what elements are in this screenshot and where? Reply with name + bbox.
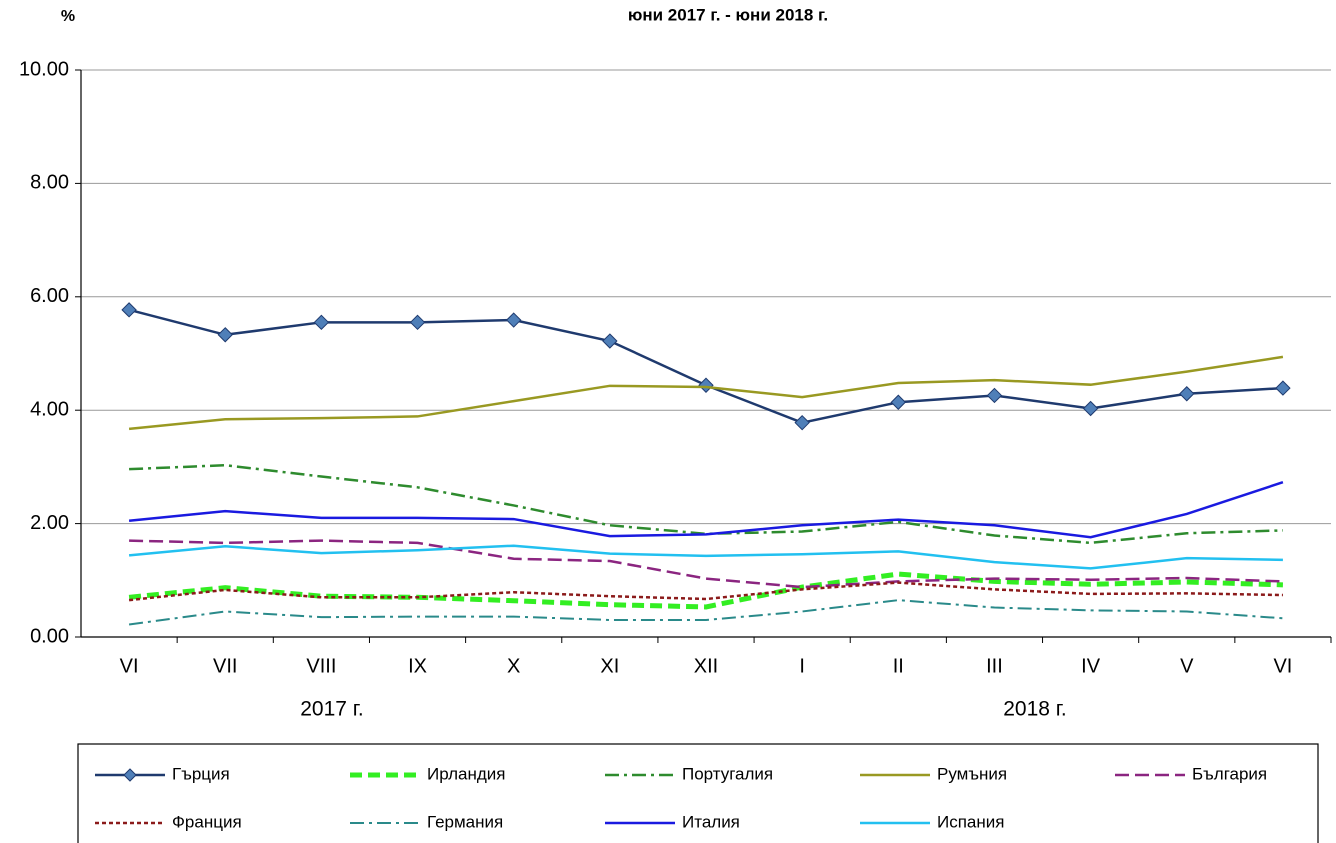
point-marker <box>698 377 714 393</box>
year-label: 2018 г. <box>1003 698 1066 721</box>
chart-title: юни 2017 г. - юни 2018 г. <box>628 5 828 24</box>
point-marker <box>602 333 618 349</box>
x-tick-label: IX <box>408 655 427 677</box>
x-tick-label: I <box>799 655 805 677</box>
series-line <box>128 581 1283 602</box>
y-tick-label: 4.00 <box>30 398 69 420</box>
series-line <box>129 463 1283 545</box>
legend-box <box>77 743 1319 843</box>
point-marker <box>409 314 426 331</box>
x-tick-label: IV <box>1081 655 1101 677</box>
point-marker <box>121 302 137 318</box>
x-tick-label: VI <box>1273 655 1292 677</box>
x-tick-label: VI <box>120 655 139 677</box>
legend-label: Франция <box>172 812 242 831</box>
series-line <box>128 599 1283 626</box>
y-tick-label: 6.00 <box>30 285 69 307</box>
point-marker <box>1082 400 1099 417</box>
legend-marker <box>123 768 137 782</box>
legend-label: България <box>1192 764 1267 783</box>
point-marker <box>986 387 1003 404</box>
point-marker <box>217 327 233 343</box>
point-marker <box>890 394 907 410</box>
series-line <box>129 539 1283 589</box>
year-label: 2017 г. <box>300 698 363 721</box>
legend-label: Испания <box>937 812 1004 831</box>
y-tick-label: 8.00 <box>30 172 69 194</box>
x-tick-label: X <box>507 655 520 677</box>
legend-label: Германия <box>427 812 503 831</box>
legend-label: Италия <box>682 812 740 831</box>
legend-label: Португалия <box>682 764 773 783</box>
legend-label: Гърция <box>172 764 230 783</box>
legend-label: Румъния <box>937 764 1007 783</box>
legend-label: Ирландия <box>427 764 505 783</box>
y-tick-label: 2.00 <box>30 512 69 534</box>
x-tick-label: III <box>986 655 1003 677</box>
x-tick-label: II <box>893 655 904 677</box>
y-tick-label: 10.00 <box>19 58 69 80</box>
y-tick-label: 0.00 <box>30 625 69 647</box>
point-marker <box>505 312 522 328</box>
point-marker <box>1179 386 1195 402</box>
y-axis-label: % <box>61 8 75 25</box>
x-tick-label: VIII <box>306 655 336 677</box>
series-line <box>128 355 1284 431</box>
series-line <box>128 308 1283 424</box>
point-marker <box>313 314 330 331</box>
series-line <box>128 544 1283 570</box>
series-line <box>128 571 1283 610</box>
x-tick-label: V <box>1180 655 1194 677</box>
x-tick-label: XII <box>694 655 718 677</box>
x-tick-label: VII <box>213 655 237 677</box>
series-line <box>128 481 1284 539</box>
x-tick-label: XI <box>600 655 619 677</box>
point-marker <box>794 414 810 431</box>
point-marker <box>1275 380 1291 396</box>
